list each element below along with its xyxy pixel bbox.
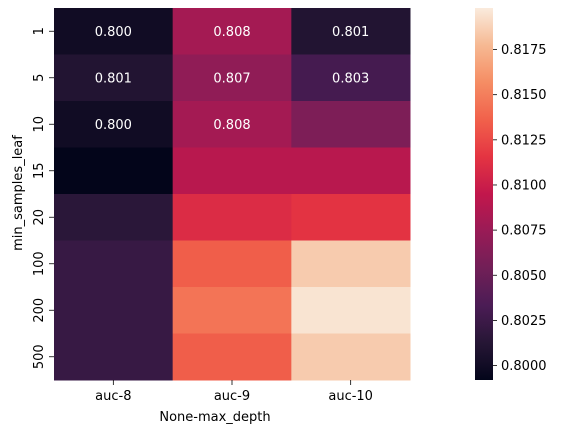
heatmap-cell [54, 287, 174, 334]
y-tick-label: 500 [32, 344, 47, 369]
heatmap-cell [54, 54, 174, 102]
heatmap-cell [291, 101, 411, 148]
x-tick-label: auc-10 [328, 389, 373, 404]
colorbar-tick-label: 0.8125 [501, 133, 547, 148]
heatmap-cells [54, 8, 411, 381]
heatmap-cell [54, 101, 174, 148]
cell-annotation: 0.801 [332, 25, 369, 40]
heatmap-cell [172, 194, 292, 241]
heatmap-cell [291, 333, 411, 381]
heatmap-cell [172, 333, 292, 381]
heatmap-cell [291, 240, 411, 288]
heatmap-cell [172, 240, 292, 288]
x-axis-ticks: auc-8 auc-9 auc-10 [95, 380, 373, 404]
heatmap-cell [172, 54, 292, 102]
colorbar-ticks: 0.8000 0.8025 0.8050 0.8075 0.8100 0.8125 0.81… [493, 43, 547, 374]
colorbar-tick-label: 0.8075 [501, 224, 547, 239]
y-tick-label: 100 [32, 251, 47, 276]
heatmap-cell [172, 8, 292, 55]
cell-annotation: 0.800 [95, 118, 132, 133]
y-tick-label: 20 [32, 209, 47, 226]
heatmap-cell [54, 240, 174, 288]
y-tick-label: 15 [32, 162, 47, 179]
colorbar-tick-label: 0.8000 [501, 359, 547, 374]
cell-annotations: 0.800 0.808 0.801 0.801 0.807 0.803 0.800 0.808 [95, 25, 370, 133]
y-tick-label: 1 [32, 27, 47, 35]
colorbar-tick-label: 0.8150 [501, 88, 547, 103]
heatmap-cell [291, 8, 411, 55]
cell-annotation: 0.803 [332, 71, 369, 86]
cell-annotation: 0.808 [213, 25, 250, 40]
colorbar [475, 8, 493, 380]
colorbar-tick-label: 0.8175 [501, 43, 547, 58]
heatmap-cell [54, 147, 174, 195]
y-tick-label: 5 [32, 74, 47, 82]
y-tick-label: 200 [32, 298, 47, 323]
x-tick-label: auc-8 [95, 389, 131, 404]
heatmap-cell [54, 8, 174, 55]
heatmap-cell [291, 287, 411, 334]
y-axis-label: min_samples_leaf [11, 135, 26, 251]
heatmap-cell [291, 194, 411, 241]
cell-annotation: 0.801 [95, 71, 132, 86]
heatmap-cell [172, 147, 292, 195]
heatmap-cell [291, 54, 411, 102]
cell-annotation: 0.800 [95, 25, 132, 40]
cell-annotation: 0.807 [213, 71, 250, 86]
y-tick-label: 10 [32, 116, 47, 133]
heatmap-cell [54, 194, 174, 241]
colorbar-tick-label: 0.8050 [501, 269, 547, 284]
colorbar-tick-label: 0.8100 [501, 178, 547, 193]
heatmap-cell [291, 147, 411, 195]
heatmap-cell [172, 101, 292, 148]
cell-annotation: 0.808 [213, 118, 250, 133]
heatmap-cell [54, 333, 174, 381]
heatmap-cell [172, 287, 292, 334]
x-axis-label: None-max_depth [159, 410, 270, 425]
x-tick-label: auc-9 [214, 389, 250, 404]
colorbar-tick-label: 0.8025 [501, 314, 547, 329]
